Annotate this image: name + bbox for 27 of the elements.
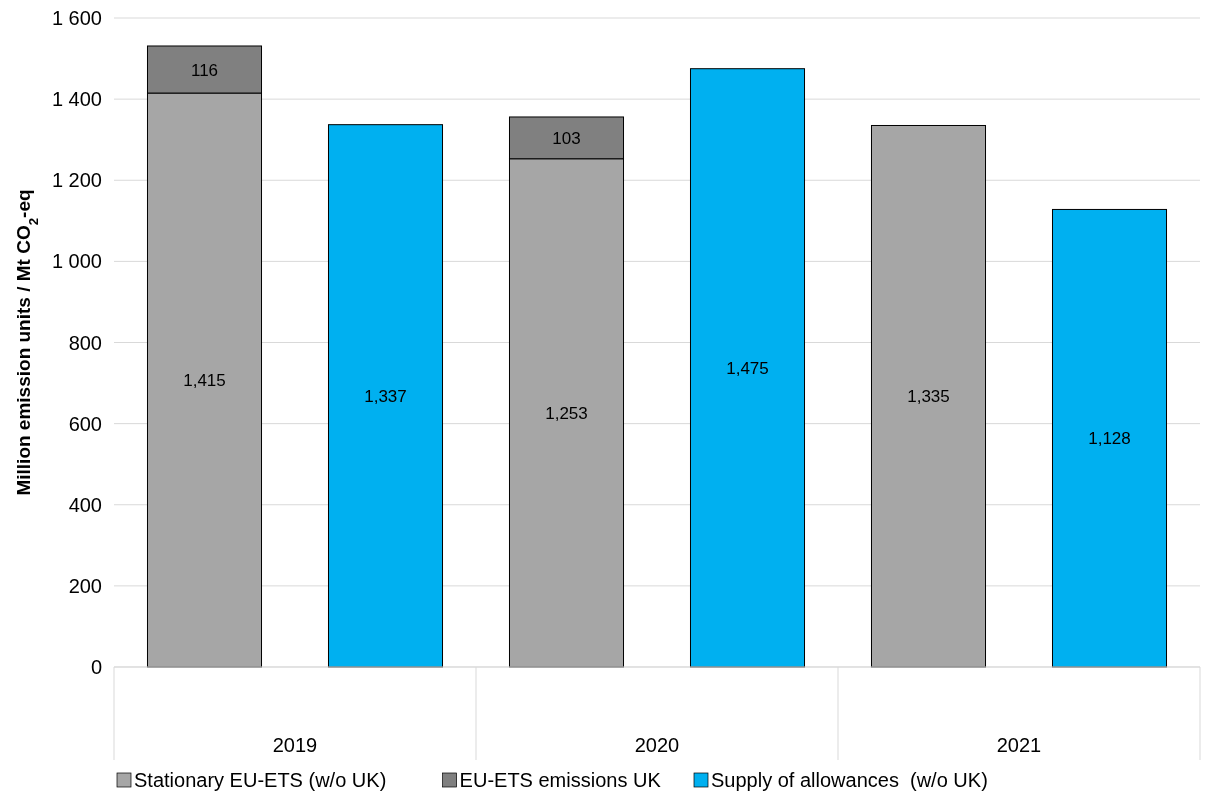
data-label: 1,337 bbox=[364, 386, 407, 406]
bar bbox=[1051, 208, 1168, 668]
y-tick-label: 1 200 bbox=[51, 169, 102, 192]
text: 2020 bbox=[634, 734, 680, 756]
y-tick-label: 400 bbox=[68, 493, 102, 516]
y-tick-label: 1 600 bbox=[51, 7, 102, 29]
y-tick-label: 800 bbox=[68, 331, 102, 354]
legend-label: EU-ETS emissions UK bbox=[459, 769, 662, 791]
bar bbox=[327, 124, 444, 668]
data-label: 1,415 bbox=[183, 371, 226, 391]
y-tick-label: 1 400 bbox=[51, 88, 102, 111]
bar bbox=[870, 124, 987, 668]
data-label: 1,128 bbox=[1088, 429, 1131, 449]
data-label: 1,335 bbox=[907, 387, 950, 407]
data-label: 116 bbox=[190, 60, 219, 80]
data-label: 1,253 bbox=[545, 403, 588, 423]
legend-label: Supply of allowances (w/o UK) bbox=[711, 769, 988, 791]
data-label: 103 bbox=[552, 128, 581, 148]
y-tick-label: 200 bbox=[68, 574, 102, 597]
text: 2019 bbox=[272, 734, 318, 756]
y-tick-label: 1 000 bbox=[51, 250, 102, 273]
y-tick-label: 0 bbox=[90, 656, 102, 678]
y-tick-label: 600 bbox=[68, 412, 102, 435]
data-label: 1,475 bbox=[726, 358, 769, 378]
text: 2021 bbox=[996, 734, 1042, 756]
bar bbox=[689, 68, 806, 668]
legend-label: Stationary EU-ETS (w/o UK) bbox=[134, 769, 387, 791]
